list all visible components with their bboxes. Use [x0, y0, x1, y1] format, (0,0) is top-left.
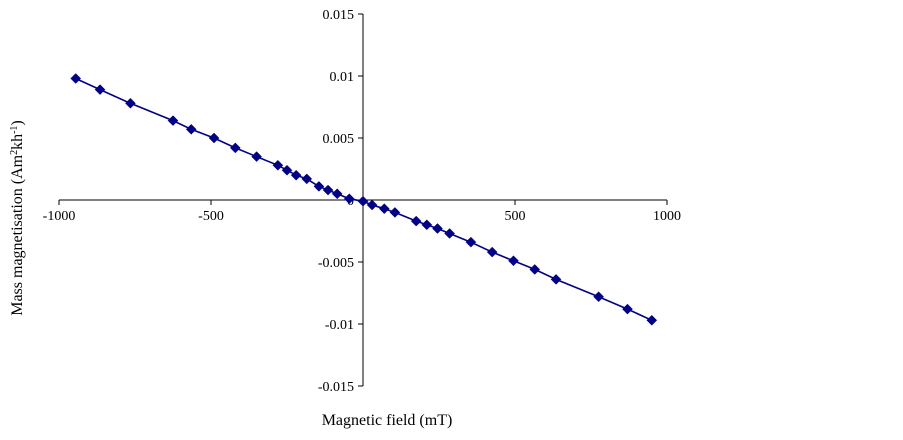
- data-point: [251, 151, 262, 162]
- data-point: [465, 236, 477, 248]
- data-point: [646, 314, 658, 326]
- x-tick-label: -500: [198, 209, 224, 224]
- data-point: [313, 181, 325, 192]
- y-tick-label: -0.005: [318, 256, 354, 271]
- x-tick-label: 1000: [653, 209, 681, 224]
- y-axis-title-end: ): [9, 120, 26, 125]
- y-axis-title-mid: kh: [9, 134, 26, 150]
- data-point: [378, 203, 390, 215]
- data-point: [272, 159, 284, 171]
- data-point: [550, 274, 562, 285]
- data-point: [444, 228, 455, 239]
- y-tick-label: 0.005: [323, 132, 355, 147]
- data-point: [70, 73, 82, 84]
- y-axis-title-sup1: 2: [9, 150, 20, 155]
- data-point: [208, 132, 220, 144]
- data-point: [366, 199, 378, 211]
- x-axis-title: Magnetic field (mT): [322, 412, 453, 429]
- y-tick-label: -0.015: [318, 380, 354, 395]
- data-point: [486, 246, 498, 258]
- y-tick-label: -0.01: [325, 318, 354, 333]
- data-point: [125, 97, 136, 109]
- data-point: [529, 264, 541, 275]
- data-point: [281, 164, 293, 176]
- data-point: [167, 115, 179, 126]
- data-point: [389, 207, 401, 218]
- plot-area: [70, 73, 658, 326]
- y-tick-label: 0.015: [323, 8, 355, 23]
- x-tick-label: -1000: [43, 209, 76, 224]
- data-point: [410, 215, 422, 227]
- y-axis-title-base: Mass magnetisation (Am: [9, 154, 26, 315]
- y-axis-title: Mass magnetisation (Am2kh-1): [9, 120, 27, 316]
- data-point: [421, 219, 433, 231]
- data-point: [357, 195, 369, 207]
- y-axis-title-sup2: -1: [9, 126, 20, 134]
- data-point: [331, 188, 343, 200]
- data-point: [290, 169, 302, 181]
- data-point: [185, 123, 197, 135]
- data-point: [229, 142, 241, 154]
- data-point: [593, 291, 604, 303]
- y-tick-label: 0.01: [330, 70, 355, 85]
- data-point: [343, 193, 355, 205]
- data-point: [94, 84, 106, 95]
- data-point: [322, 184, 334, 196]
- data-point: [432, 223, 443, 234]
- x-tick-label: 500: [505, 209, 526, 224]
- data-point: [301, 173, 313, 185]
- data-point: [508, 255, 519, 267]
- data-point: [622, 303, 633, 315]
